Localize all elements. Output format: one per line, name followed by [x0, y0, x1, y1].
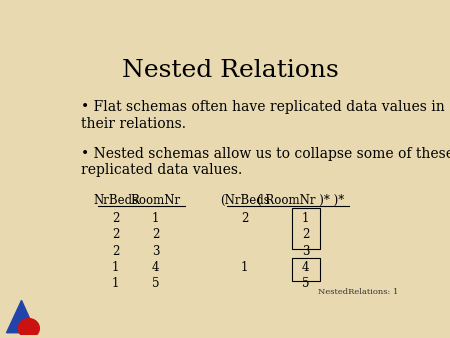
Text: NestedRelations: 1: NestedRelations: 1	[318, 288, 398, 296]
Text: ( RoomNr )* )*: ( RoomNr )* )*	[257, 194, 344, 207]
Circle shape	[18, 319, 39, 338]
Text: 5: 5	[152, 277, 159, 290]
Text: 5: 5	[302, 277, 309, 290]
Text: 4: 4	[152, 261, 159, 274]
Text: 3: 3	[302, 245, 309, 258]
Text: 2: 2	[112, 228, 119, 241]
Polygon shape	[6, 300, 36, 333]
Text: RoomNr: RoomNr	[130, 194, 181, 207]
Text: NrBeds: NrBeds	[93, 194, 138, 207]
Text: 1: 1	[241, 261, 248, 274]
Text: 2: 2	[152, 228, 159, 241]
Text: 2: 2	[112, 212, 119, 225]
Text: 3: 3	[152, 245, 159, 258]
Text: 2: 2	[112, 245, 119, 258]
Text: • Nested schemas allow us to collapse some of these
replicated data values.: • Nested schemas allow us to collapse so…	[81, 147, 450, 177]
Text: • Flat schemas often have replicated data values in
their relations.: • Flat schemas often have replicated dat…	[81, 100, 445, 130]
Text: 2: 2	[241, 212, 248, 225]
Text: (NrBeds: (NrBeds	[220, 194, 270, 207]
Text: 1: 1	[302, 212, 309, 225]
Text: 1: 1	[112, 277, 119, 290]
Text: Nested Relations: Nested Relations	[122, 59, 339, 82]
Bar	[292, 258, 320, 281]
Bar	[292, 209, 320, 248]
Text: 1: 1	[112, 261, 119, 274]
Text: 4: 4	[302, 261, 309, 274]
Text: 1: 1	[152, 212, 159, 225]
Text: 2: 2	[302, 228, 309, 241]
